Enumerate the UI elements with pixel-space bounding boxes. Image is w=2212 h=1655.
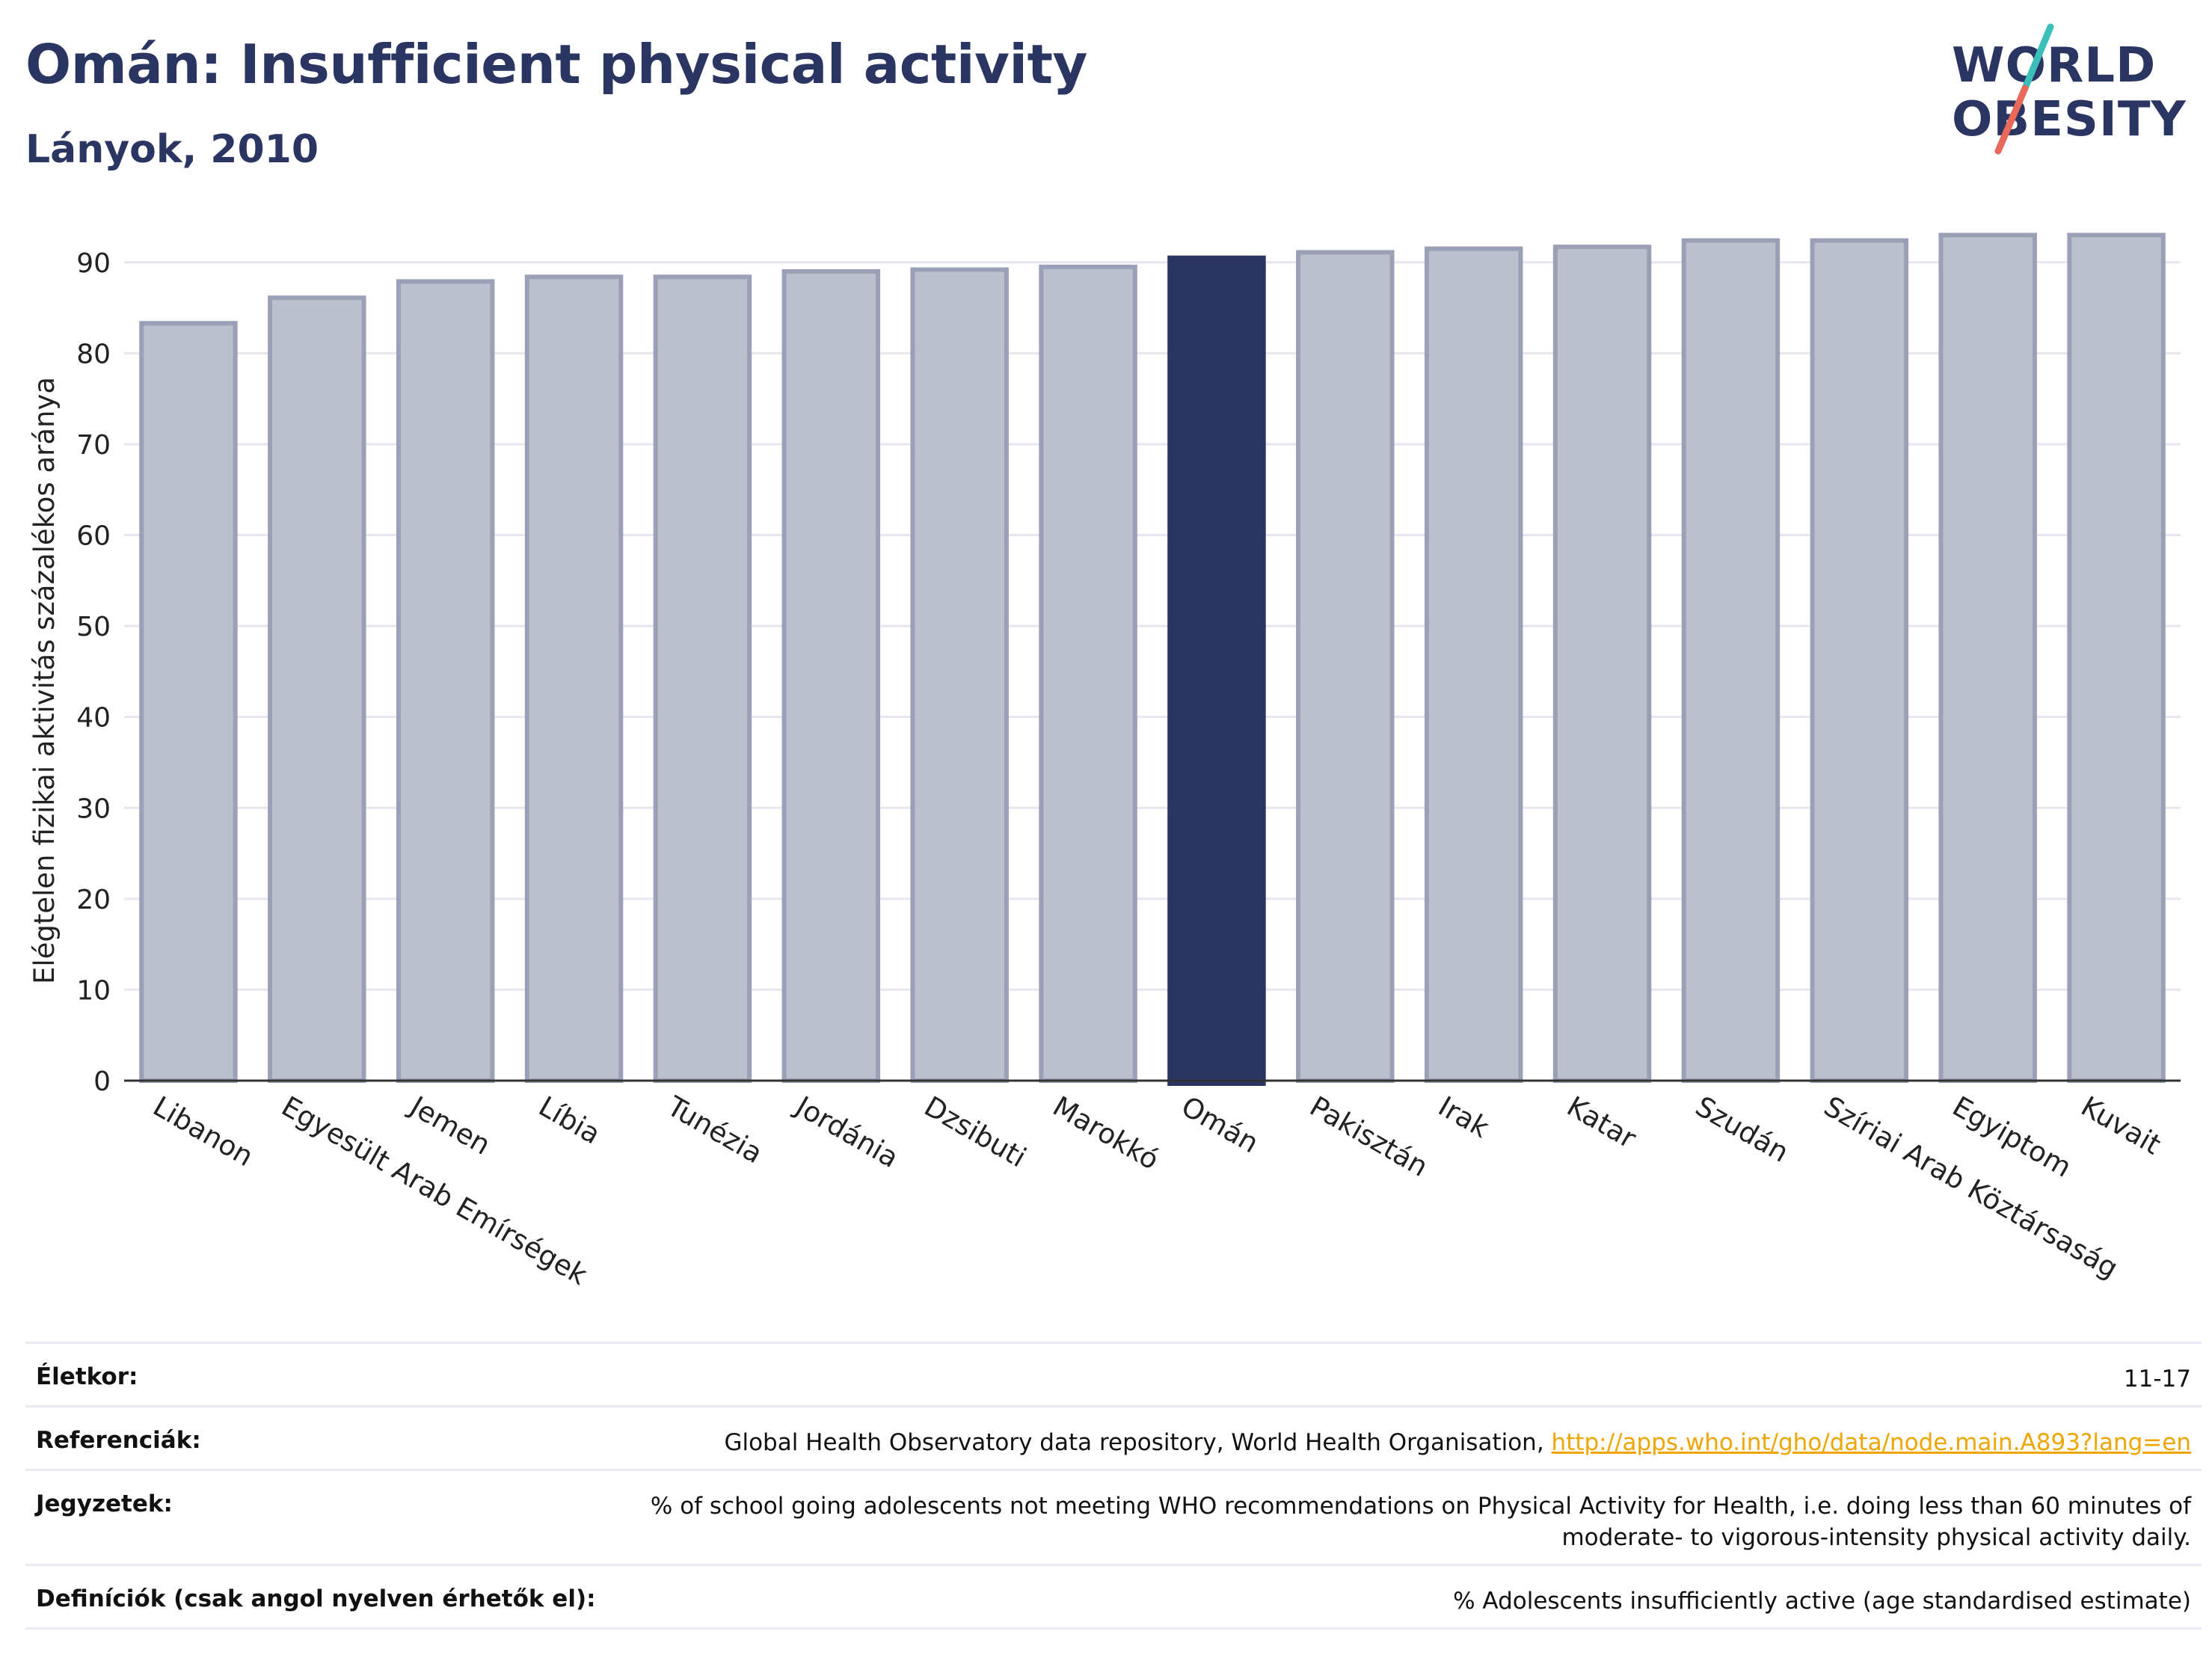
bar-4[interactable] xyxy=(653,274,752,1084)
x-tick-label: Tunézia xyxy=(661,1090,768,1170)
bar-0[interactable] xyxy=(139,321,238,1083)
x-tick-label: Líbia xyxy=(533,1090,606,1151)
bar-11[interactable] xyxy=(1552,245,1652,1083)
bar-8[interactable] xyxy=(1167,255,1266,1086)
references-link[interactable]: http://apps.who.int/gho/data/node.main.A… xyxy=(1551,1429,2191,1456)
age-value: 11-17 xyxy=(2123,1366,2191,1393)
bar-7[interactable] xyxy=(1039,264,1137,1084)
bar-6[interactable] xyxy=(910,267,1009,1084)
bar-12[interactable] xyxy=(1681,238,1781,1084)
y-tick-label: 0 xyxy=(93,1066,111,1097)
metadata-table: Életkor: 11-17 Referenciák: Global Healt… xyxy=(25,1342,2202,1630)
notes-line-2: moderate- to vigorous-intensity physical… xyxy=(1561,1524,2191,1551)
references-value: Global Health Observatory data repositor… xyxy=(724,1427,2191,1458)
notes-line-1: % of school going adolescents not meetin… xyxy=(650,1493,2191,1520)
notes-value: % of school going adolescents not meetin… xyxy=(651,1490,2191,1553)
x-tick-label: Jemen xyxy=(403,1090,496,1161)
y-tick-label: 70 xyxy=(76,430,111,461)
x-tick-label: Marokkó xyxy=(1048,1090,1164,1176)
x-tick-label: Omán xyxy=(1176,1090,1264,1160)
meta-row-definitions: Definíciók (csak angol nyelven érhetők e… xyxy=(25,1564,2202,1630)
bar-13[interactable] xyxy=(1810,238,1909,1084)
y-tick-label: 60 xyxy=(76,521,111,552)
y-axis-label: Elégtelen fizikai aktivitás százalékos a… xyxy=(28,377,61,984)
bar-15[interactable] xyxy=(2067,233,2166,1083)
logo-line-world: WORLD xyxy=(1952,38,2157,93)
y-tick-label: 40 xyxy=(76,703,111,734)
x-tick-label: Jordánia xyxy=(789,1090,904,1175)
bar-1[interactable] xyxy=(268,295,366,1083)
age-label: Életkor: xyxy=(36,1363,138,1390)
definitions-value: % Adolescents insufficiently active (age… xyxy=(1453,1588,2191,1615)
x-tick-label: Kuvait xyxy=(2076,1090,2166,1161)
bar-10[interactable] xyxy=(1424,246,1523,1084)
x-tick-label: Katar xyxy=(1561,1090,1642,1155)
world-obesity-logo[interactable]: WORLD OBESITY xyxy=(1952,21,2199,163)
references-label: Referenciák: xyxy=(36,1427,201,1454)
meta-row-references: Referenciák: Global Health Observatory d… xyxy=(25,1405,2202,1469)
bar-14[interactable] xyxy=(1938,233,2037,1083)
y-tick-label: 90 xyxy=(76,248,111,279)
chart-subtitle: Lányok, 2010 xyxy=(25,127,319,172)
y-tick-label: 20 xyxy=(76,885,111,915)
x-tick-label: Pakisztán xyxy=(1304,1090,1433,1183)
y-tick-label: 80 xyxy=(76,339,111,369)
x-tick-label: Szudán xyxy=(1690,1090,1794,1169)
meta-row-age: Életkor: 11-17 xyxy=(25,1342,2202,1405)
notes-label: Jegyzetek: xyxy=(36,1490,173,1517)
chart-title: Omán: Insufficient physical activity xyxy=(25,33,1087,96)
y-tick-label: 10 xyxy=(76,975,111,1006)
bar-9[interactable] xyxy=(1296,250,1395,1084)
x-tick-label: Dzsibuti xyxy=(919,1090,1032,1174)
meta-row-notes: Jegyzetek: % of school going adolescents… xyxy=(25,1469,2202,1564)
y-tick-label: 30 xyxy=(76,793,111,824)
logo-line-obesity: OBESITY xyxy=(1952,92,2187,147)
bars xyxy=(139,233,2166,1086)
logo-slash-icon xyxy=(1994,23,2054,155)
bar-3[interactable] xyxy=(524,274,624,1084)
bar-2[interactable] xyxy=(396,279,495,1084)
references-text: Global Health Observatory data repositor… xyxy=(724,1429,1552,1456)
y-tick-label: 50 xyxy=(76,612,111,642)
definitions-label: Definíciók (csak angol nyelven érhetők e… xyxy=(36,1585,596,1612)
x-tick-label: Libanon xyxy=(147,1090,258,1173)
x-tick-label: Irak xyxy=(1433,1090,1495,1145)
bar-5[interactable] xyxy=(781,268,881,1083)
